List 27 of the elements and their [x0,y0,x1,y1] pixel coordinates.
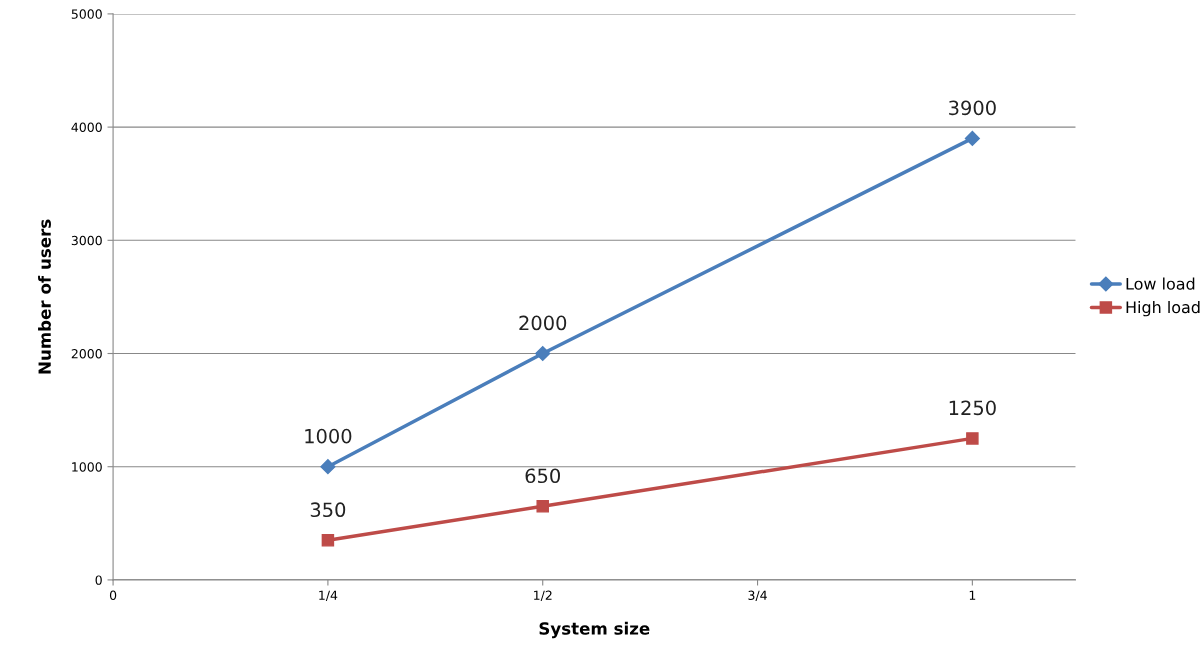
data-label: 1250 [949,400,996,416]
point [321,534,335,547]
point [964,130,980,146]
y-tick-label: 3000 [71,235,102,246]
x-tick-label: 0 [109,590,117,600]
x-axis-title: System size [539,621,650,639]
y-tick-label: 0 [95,575,102,585]
x-tick-label: 1 [969,590,976,600]
data-label: 350 [310,502,346,518]
data-label: 2000 [519,315,567,331]
point [535,345,551,362]
y-tick-label: 1000 [72,462,102,472]
x-tick-label: 1/2 [534,590,552,601]
x-tick-label: 1/4 [319,590,338,601]
point [966,432,979,445]
data-label: 1000 [305,428,352,444]
data-label: 3900 [949,100,996,116]
y-axis-title: Number of users [38,219,51,374]
legend-label: High load [1126,300,1200,317]
x-tick-label: 3/4 [748,590,767,601]
point [536,500,549,513]
y-tick-label: 4000 [71,122,102,133]
y-tick-label: 2000 [71,348,102,359]
point [320,459,336,475]
data-label: 650 [525,468,560,484]
legend-label: Low load [1126,277,1195,290]
y-tick-label: 5000 [71,9,102,19]
